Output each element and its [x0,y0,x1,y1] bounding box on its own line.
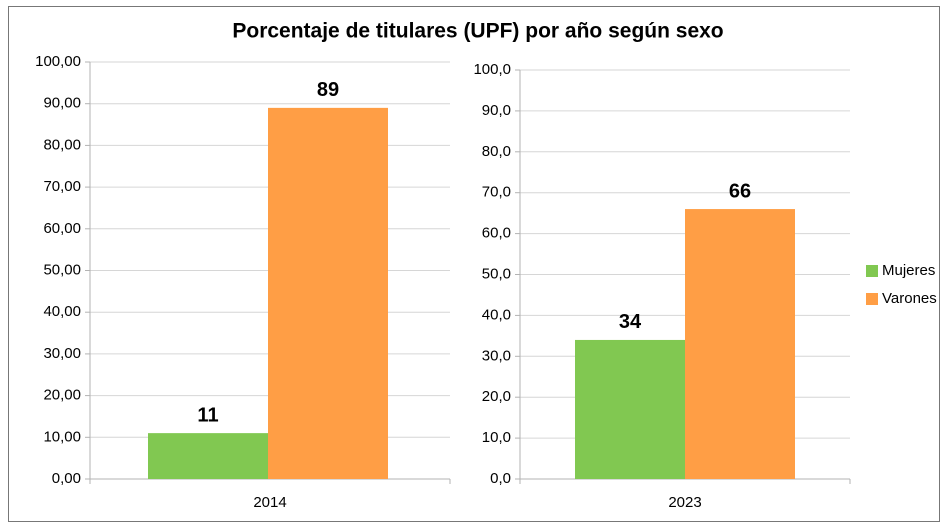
y-tick-label: 70,0 [482,184,511,201]
y-tick-label: 90,0 [482,102,511,119]
chart-title: Porcentaje de titulares (UPF) por año se… [232,20,723,43]
legend-swatch [866,293,878,305]
legend-label: Varones [882,290,937,307]
data-label: 89 [317,79,339,101]
y-tick-label: 50,00 [43,261,81,278]
y-tick-label: 50,0 [482,265,511,282]
bar [268,107,388,480]
y-tick-label: 100,00 [35,53,81,70]
x-tick-label: 2023 [668,494,701,511]
bar [685,209,795,479]
y-tick-label: 20,00 [43,387,81,404]
y-tick-label: 60,0 [482,225,511,242]
legend-swatch [866,265,878,277]
y-tick-label: 40,0 [482,306,511,323]
y-tick-label: 60,00 [43,220,81,237]
y-tick-label: 30,00 [43,345,81,362]
y-tick-label: 80,0 [482,143,511,160]
data-label: 66 [729,180,751,202]
bar [575,339,685,479]
y-tick-label: 0,0 [490,470,511,487]
y-tick-label: 80,00 [43,136,81,153]
y-tick-label: 100,0 [473,61,511,78]
x-tick-label: 2014 [253,494,286,511]
data-label: 11 [197,404,218,426]
y-tick-label: 0,00 [52,470,81,487]
bar [148,433,268,479]
y-tick-label: 30,0 [482,347,511,364]
y-tick-label: 10,0 [482,429,511,446]
y-tick-label: 20,0 [482,388,511,405]
legend-label: Mujeres [882,262,935,279]
y-tick-label: 10,00 [43,428,81,445]
data-label: 34 [619,311,642,333]
y-tick-label: 70,00 [43,178,81,195]
y-tick-label: 90,00 [43,95,81,112]
y-tick-label: 40,00 [43,303,81,320]
